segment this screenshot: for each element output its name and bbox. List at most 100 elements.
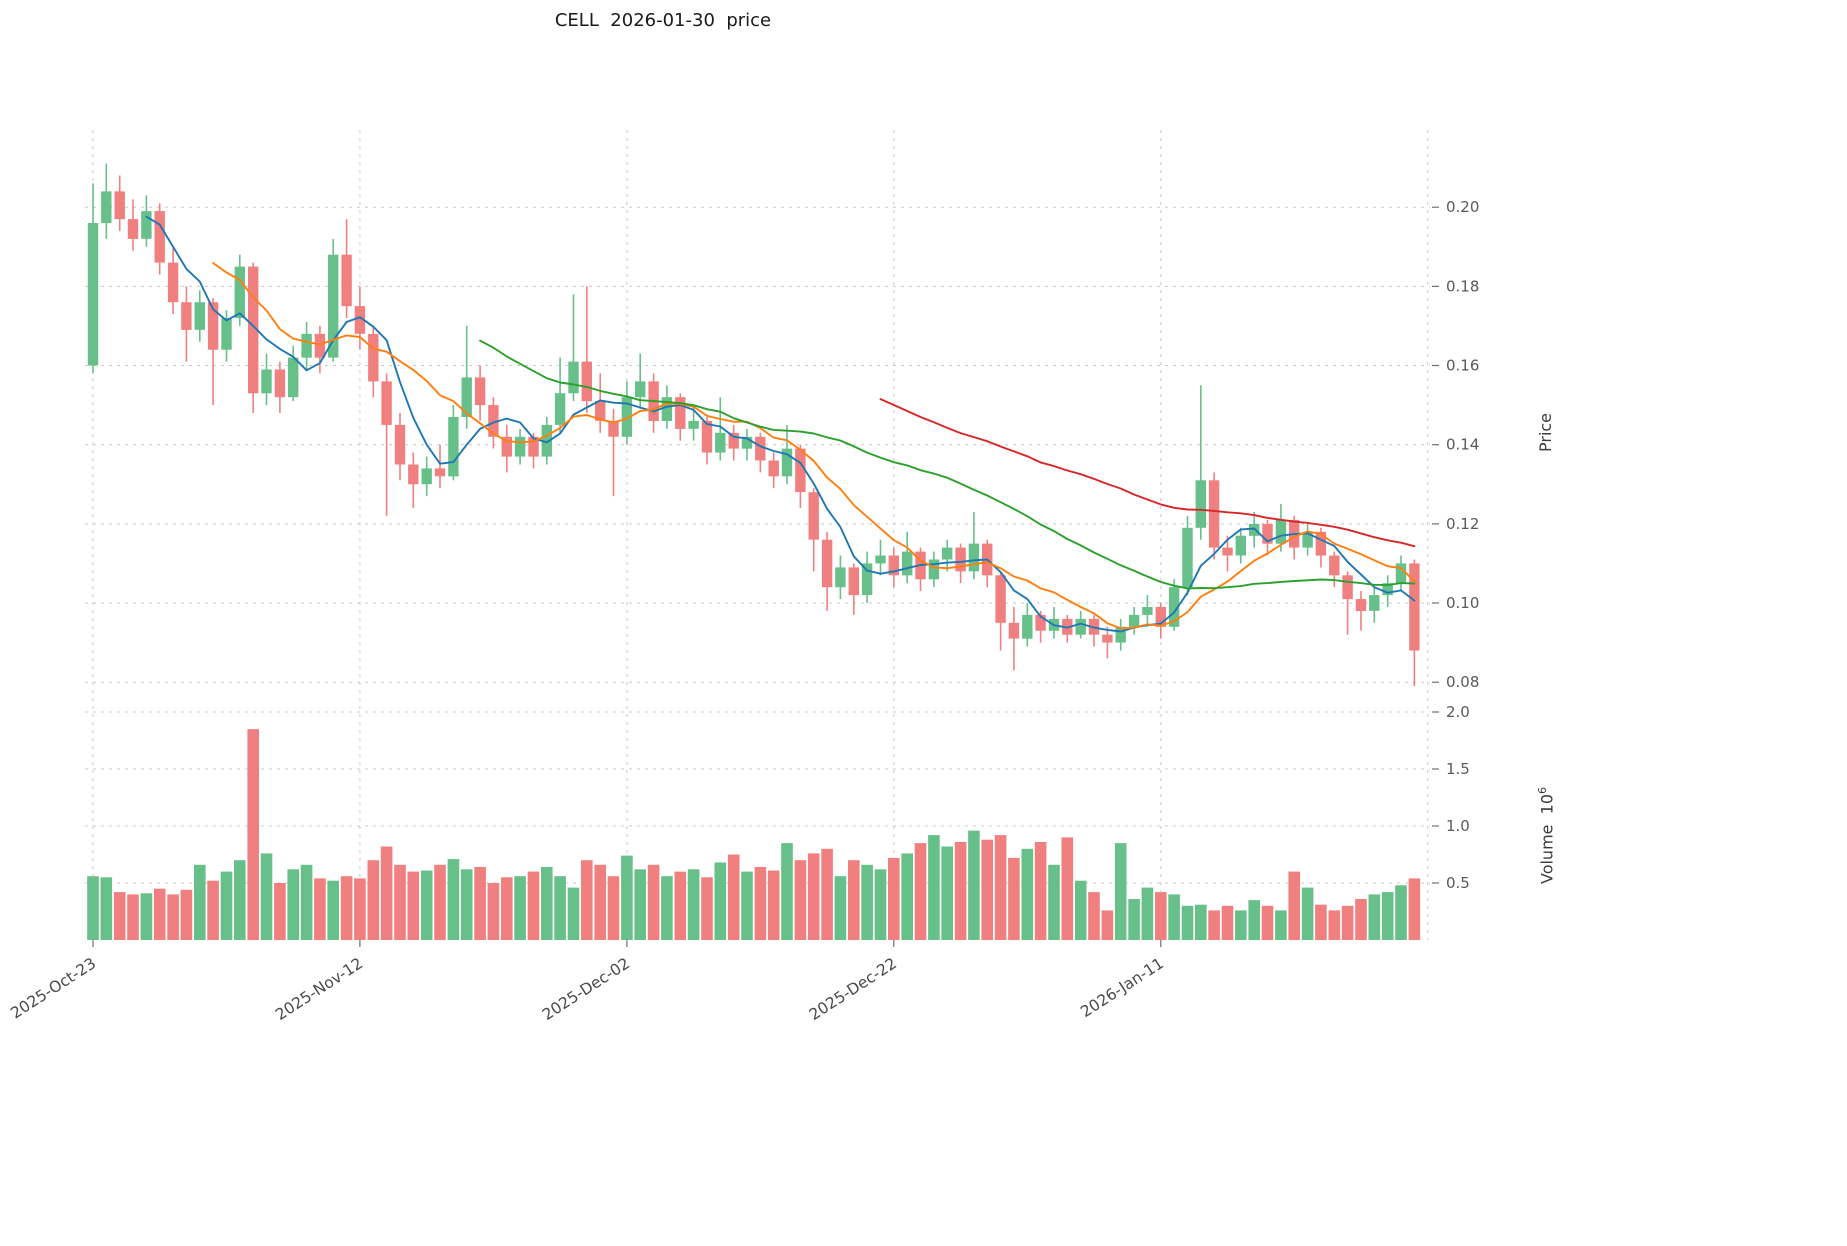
volume-bar [821,848,833,940]
candle-body [501,436,512,457]
volume-bar [327,880,339,940]
volume-bar [300,864,313,940]
candle-body [955,547,966,572]
volume-bar [968,830,980,940]
volume-bar [180,889,193,940]
volume-bar [1235,910,1247,940]
volume-bar [741,871,753,940]
candle-body [902,551,913,576]
volume-bar [581,860,593,940]
volume-bar [127,894,139,940]
candle-body [1262,523,1273,544]
ma5-line [145,215,1416,633]
candle-body [488,405,499,437]
candle-body [1302,531,1313,548]
candle-body [821,539,833,588]
candle-body [1395,563,1407,584]
volume-bar [727,854,740,940]
volume-bar [874,869,887,940]
price-tick-label: 0.20 [1446,198,1479,216]
candle-body [221,318,232,350]
volume-bar [167,894,179,940]
candle-body [581,361,592,402]
candle-body [1142,607,1153,615]
volume-bar [928,835,940,940]
candle-body [888,555,899,576]
volume-axis-scale-base: 10 [1537,793,1557,815]
candle-body [1182,527,1193,588]
volume-bar [994,835,1007,940]
volume-bar [207,880,219,940]
candle-body [1208,480,1220,548]
volume-bar [394,864,406,940]
candle-body [301,333,312,358]
candle-body [781,448,793,477]
candle-body [942,547,953,560]
candle-body [1329,555,1340,576]
candle-body [421,468,432,485]
volume-bar [474,867,486,940]
date-tick-label: 2025-Dec-22 [806,954,900,1024]
volume-bar [514,876,526,940]
candle-body [408,464,419,485]
volume-bar [794,860,807,940]
candle-body [795,448,806,493]
candle-body [354,306,366,334]
candle-body [1222,547,1233,556]
volume-axis-scale-exponent: 6 [1536,786,1549,794]
candle-body [1342,575,1353,600]
price-tick-label: 0.10 [1446,594,1479,612]
volume-bar [314,878,326,940]
volume-bar [140,893,153,940]
volume-bar [247,729,259,940]
candle-body [675,397,686,429]
volume-bar [234,860,246,940]
candle-body [741,436,753,449]
candle-body [248,266,259,394]
candle-body [1382,583,1393,596]
candle-body [288,357,299,398]
candle-body [514,436,526,457]
candle-body [234,266,245,319]
volume-bar [1248,900,1260,940]
volume-bar [1101,910,1114,940]
candle-body [701,420,713,453]
volume-tick-label: 1.5 [1446,760,1470,778]
price-tick-label: 0.18 [1446,277,1479,295]
candle-body [328,254,339,358]
candle-body [207,302,219,350]
volume-bar [701,877,713,940]
candle-body [167,262,179,303]
volume-bar [848,860,860,940]
volume-bar [594,864,606,940]
volume-bar [1155,892,1167,940]
candle-body [1155,607,1166,627]
candle-body [101,191,112,224]
volume-bar [1195,904,1207,940]
volume-bar [1261,905,1274,940]
candle-body [1115,626,1126,643]
volume-tick-label: 1.0 [1446,817,1470,835]
volume-bar [754,867,767,940]
volume-bar [661,876,673,940]
candle-body [528,436,539,457]
gridlines [85,130,1430,940]
candle-body [554,393,566,425]
volume-bar [153,888,166,940]
volume-bar [807,853,820,940]
volume-bar [380,846,393,940]
candle-body [1355,599,1367,611]
volume-bar [87,876,99,940]
volume-bar [1088,892,1100,940]
volume-bar [527,871,540,940]
volume-bar [487,883,500,940]
volume-axis-label-text: Volume [1537,824,1557,884]
candle-body [661,397,673,421]
axis-ticks [92,206,1439,947]
volume-bar [914,843,927,940]
candle-body [1035,614,1046,631]
candle-body [1195,480,1206,528]
candle-body [715,432,726,453]
candle-body [688,420,699,429]
